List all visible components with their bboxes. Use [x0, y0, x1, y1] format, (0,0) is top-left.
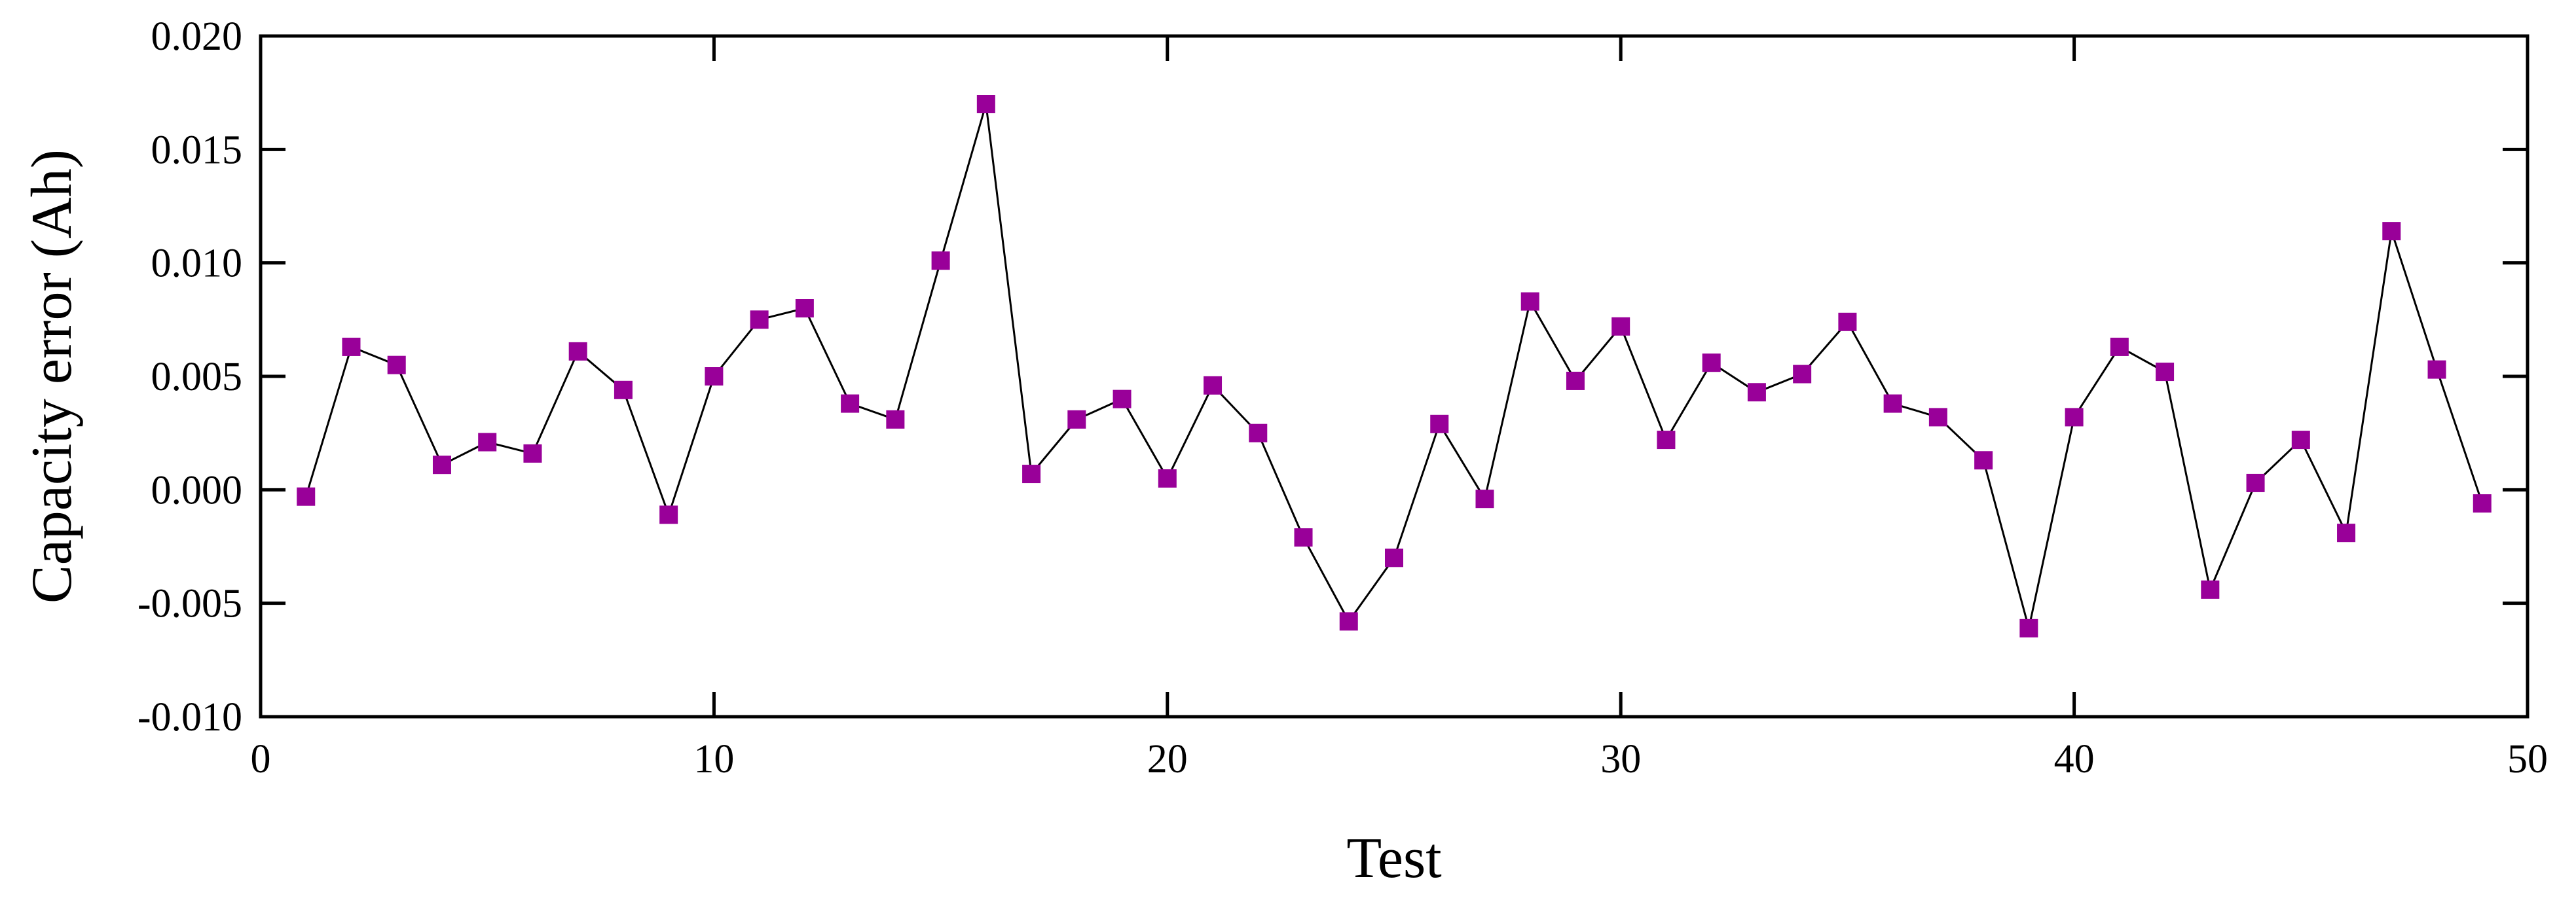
data-point — [2065, 408, 2084, 427]
data-point — [523, 444, 542, 463]
data-point — [2156, 363, 2175, 382]
plot-frame — [259, 34, 2530, 719]
data-point — [2019, 619, 2038, 638]
data-point — [2382, 222, 2401, 241]
data-point — [1793, 365, 1812, 384]
data-point — [1113, 389, 1132, 408]
x-tick-label: 30 — [1600, 737, 1641, 781]
data-point — [659, 505, 678, 524]
x-tick-label: 0 — [251, 737, 271, 781]
data-point — [1928, 408, 1947, 427]
x-tick-label: 20 — [1147, 737, 1188, 781]
data-point — [1611, 317, 1630, 336]
data-point — [1385, 548, 1403, 567]
y-tick-label: -0.010 — [138, 695, 242, 740]
data-point — [1022, 465, 1041, 484]
data-point — [568, 342, 587, 361]
y-tick-label: -0.005 — [138, 582, 242, 626]
data-point — [976, 95, 995, 113]
data-point — [614, 380, 633, 399]
data-point — [2201, 580, 2220, 599]
data-point — [2473, 494, 2492, 513]
data-point — [387, 355, 406, 374]
data-point — [1520, 292, 1539, 311]
data-point — [705, 367, 724, 386]
data-point — [478, 433, 497, 452]
y-tick-label: 0.015 — [151, 128, 243, 172]
data-point — [886, 410, 905, 429]
x-axis-label: Test — [1346, 827, 1441, 890]
data-point — [1657, 431, 1676, 450]
y-tick-label: 0.010 — [151, 242, 243, 286]
data-point — [1430, 414, 1449, 433]
axis-tick-labels: 0 10 20 30 40 50 -0.010 -0.005 0.000 0.005 0.010 0.… — [138, 14, 2548, 781]
y-tick-label: 0.000 — [151, 468, 243, 512]
data-point — [1158, 469, 1177, 488]
data-point — [2337, 524, 2356, 543]
series-markers — [297, 95, 2492, 638]
data-point — [2110, 337, 2129, 356]
data-point — [342, 337, 361, 356]
data-point — [1294, 528, 1313, 547]
data-point — [795, 299, 814, 317]
data-point — [1067, 410, 1086, 429]
data-point — [297, 487, 316, 506]
data-point — [750, 310, 769, 329]
data-point — [2427, 360, 2446, 379]
data-point — [1566, 371, 1585, 390]
y-tick-label: 0.020 — [151, 14, 243, 59]
y-tick-label: 0.005 — [151, 355, 243, 399]
data-point — [931, 251, 950, 270]
data-point — [1702, 353, 1721, 372]
x-tick-label: 10 — [693, 737, 734, 781]
data-point — [2291, 431, 2310, 450]
data-point — [1475, 490, 1494, 509]
data-point — [1204, 376, 1223, 395]
x-tick-label: 50 — [2507, 737, 2548, 781]
y-axis-label: Capacity error (Ah) — [20, 149, 84, 603]
data-point — [1974, 451, 1993, 470]
data-point — [1838, 312, 1857, 331]
data-point — [1339, 612, 1358, 631]
data-point — [1747, 383, 1766, 402]
data-point — [841, 394, 860, 413]
data-point — [2246, 473, 2265, 492]
x-tick-label: 40 — [2054, 737, 2095, 781]
data-point — [432, 456, 451, 475]
data-point — [1883, 394, 1902, 413]
data-point — [1249, 423, 1268, 442]
